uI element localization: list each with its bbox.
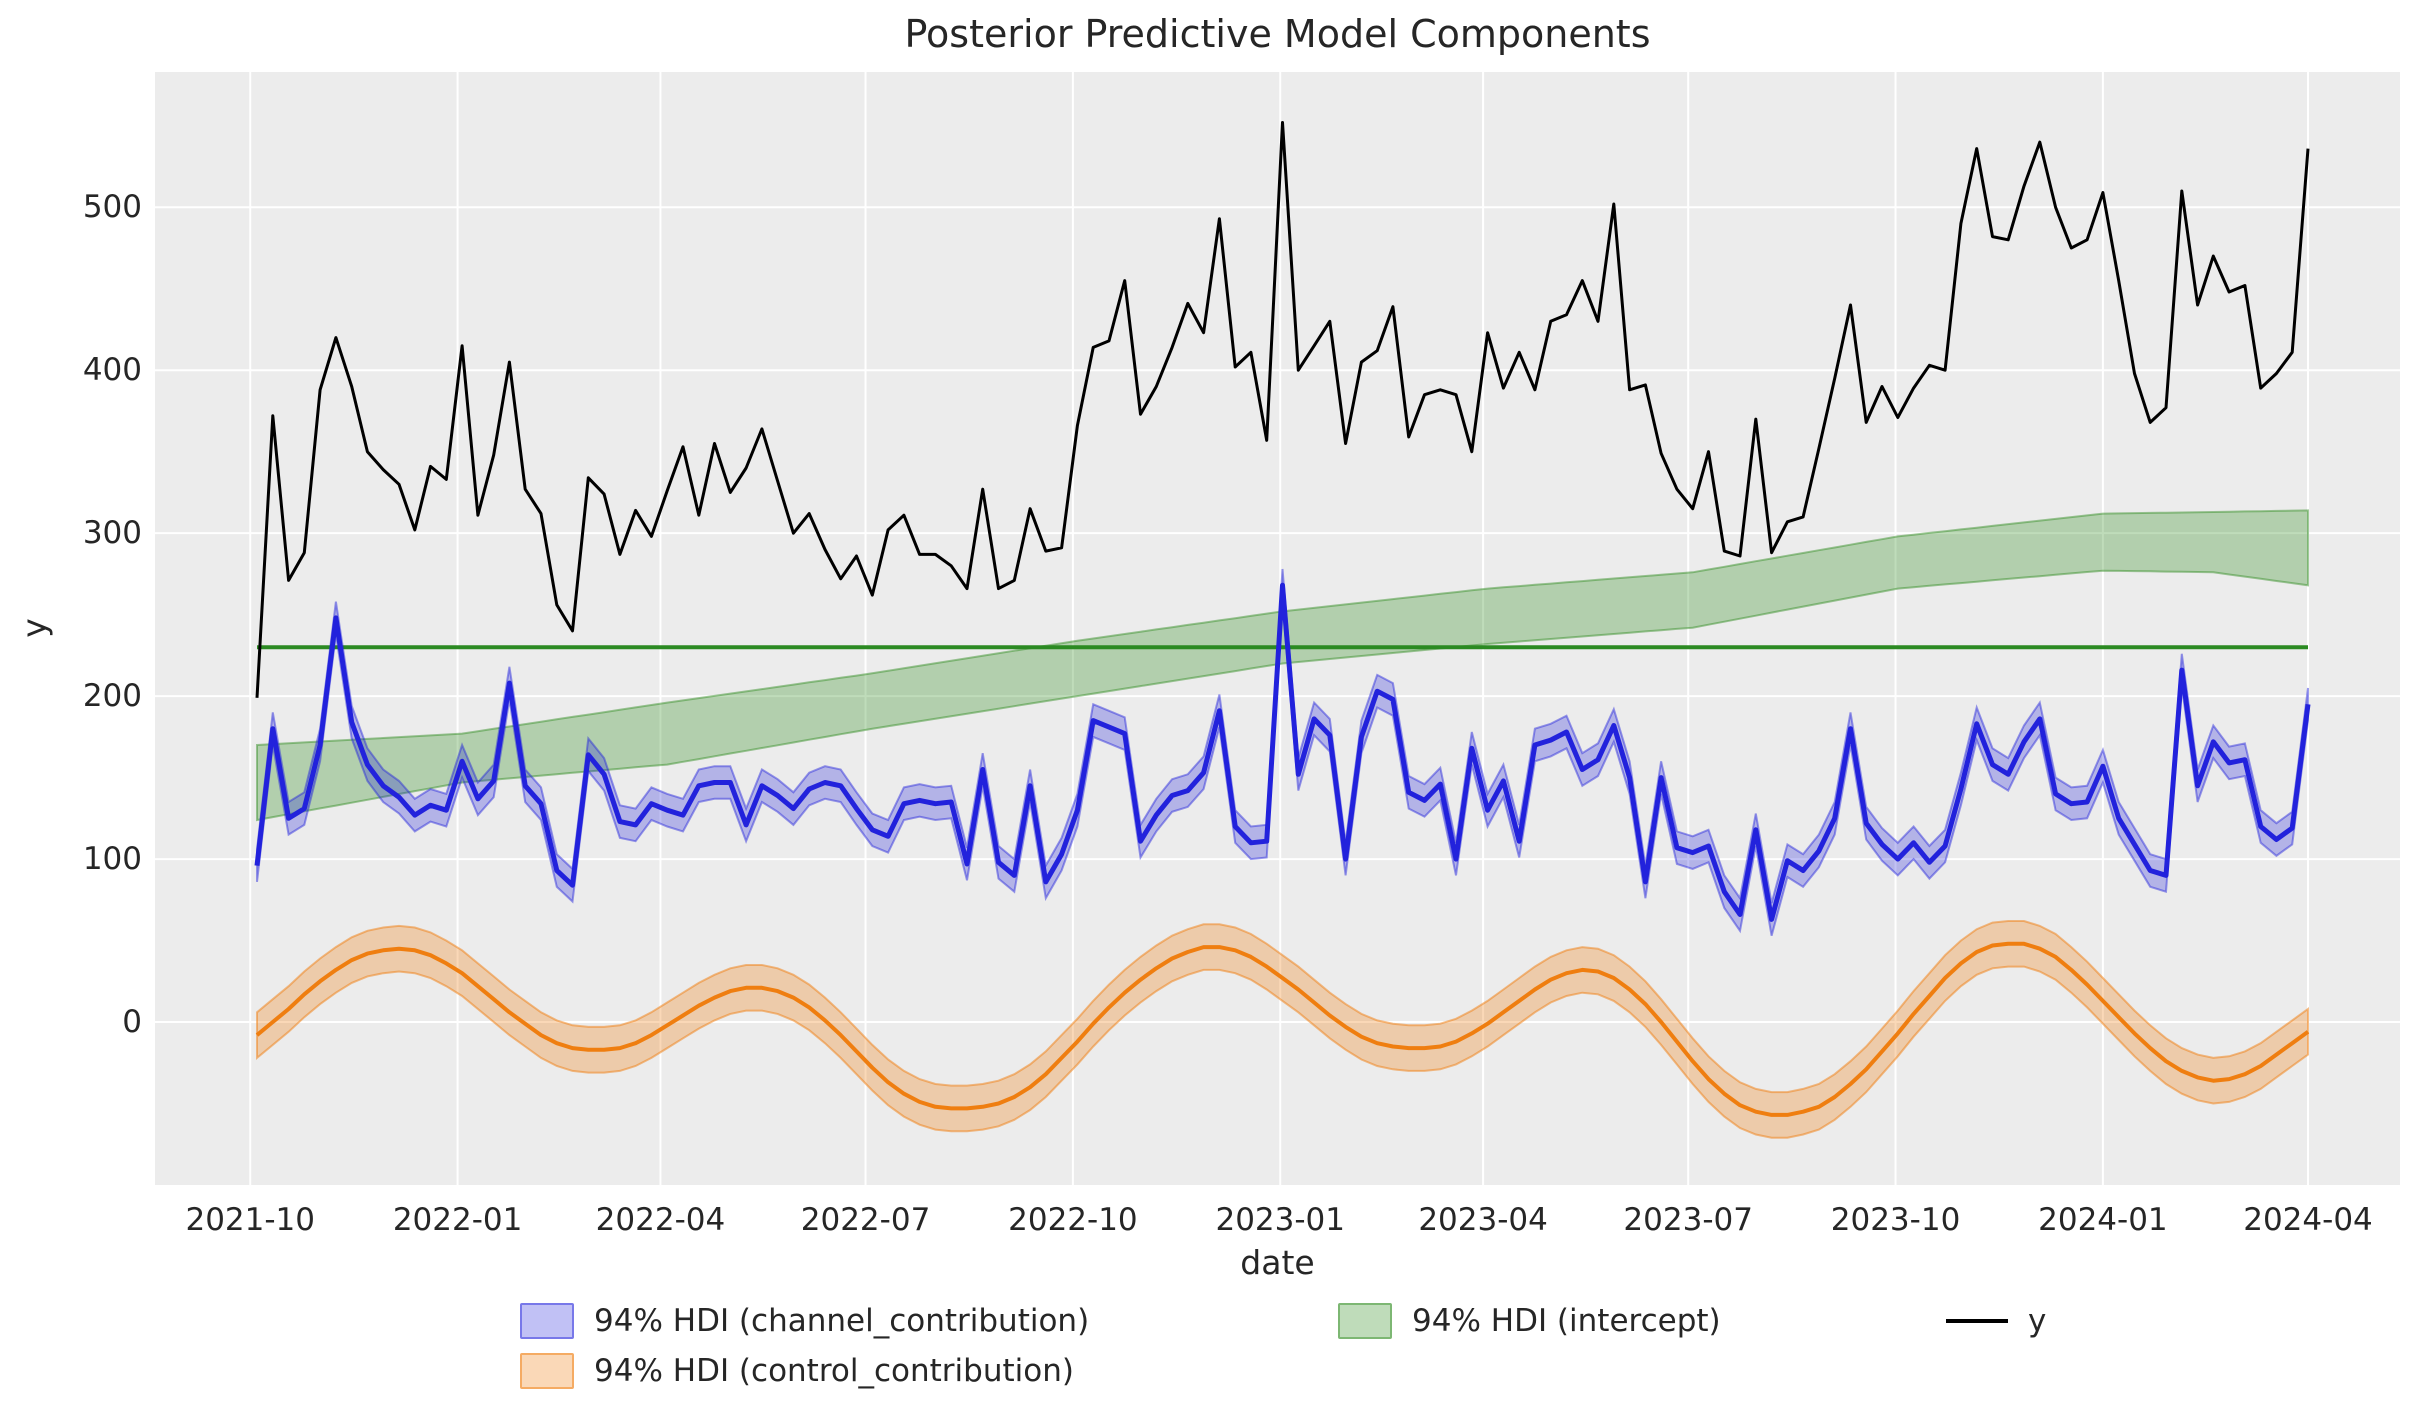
legend-item-control-hdi: 94% HDI (control_contribution) bbox=[520, 1353, 1338, 1389]
x-tick-label: 2023-10 bbox=[1830, 1202, 1961, 1238]
x-tick-label: 2023-01 bbox=[1215, 1202, 1345, 1238]
x-tick-label: 2024-01 bbox=[2038, 1202, 2168, 1238]
legend-label-intercept: 94% HDI (intercept) bbox=[1412, 1303, 1721, 1339]
legend-label-y: y bbox=[2028, 1303, 2047, 1339]
intercept-hdi-swatch bbox=[1338, 1303, 1392, 1339]
x-tick-label: 2022-07 bbox=[800, 1202, 931, 1238]
x-tick-label: 2023-04 bbox=[1418, 1202, 1548, 1238]
control-contribution-line bbox=[255, 941, 2310, 1117]
y-tick-label: 500 bbox=[82, 189, 142, 226]
y-line-sample bbox=[1946, 1319, 2008, 1323]
x-tick-label: 2024-04 bbox=[2243, 1202, 2373, 1238]
chart-title: Posterior Predictive Model Components bbox=[904, 12, 1651, 56]
x-tick-label: 2023-07 bbox=[1623, 1202, 1753, 1238]
legend-item-intercept-hdi: 94% HDI (intercept) bbox=[1338, 1303, 1946, 1339]
legend: 94% HDI (channel_contribution) 94% HDI (… bbox=[520, 1303, 2046, 1389]
legend-label-control: 94% HDI (control_contribution) bbox=[594, 1353, 1074, 1389]
x-axis-label: date bbox=[1240, 1243, 1315, 1282]
control-hdi-band bbox=[256, 920, 2309, 1139]
x-tick-label: 2022-04 bbox=[595, 1202, 726, 1238]
x-tick-label: 2021-10 bbox=[185, 1202, 315, 1238]
channel-hdi-swatch bbox=[520, 1303, 574, 1339]
y-observed-line bbox=[255, 121, 2310, 698]
legend-item-y: y bbox=[1946, 1303, 2046, 1339]
legend-label-channel: 94% HDI (channel_contribution) bbox=[594, 1303, 1090, 1339]
control-hdi-swatch bbox=[520, 1353, 574, 1389]
y-tick-label: 0 bbox=[122, 1004, 142, 1041]
x-tick-label: 2022-10 bbox=[1008, 1202, 1138, 1238]
intercept-hdi-band bbox=[256, 509, 2309, 822]
y-tick-label: 100 bbox=[82, 841, 142, 878]
y-tick-label: 400 bbox=[82, 352, 142, 389]
y-axis-label: y bbox=[14, 618, 54, 638]
x-tick-label: 2022-01 bbox=[392, 1202, 523, 1238]
legend-item-channel-hdi: 94% HDI (channel_contribution) bbox=[520, 1303, 1338, 1339]
y-tick-label: 300 bbox=[82, 515, 142, 552]
channel-contribution-line bbox=[254, 582, 2311, 922]
y-tick-label: 200 bbox=[82, 678, 142, 715]
